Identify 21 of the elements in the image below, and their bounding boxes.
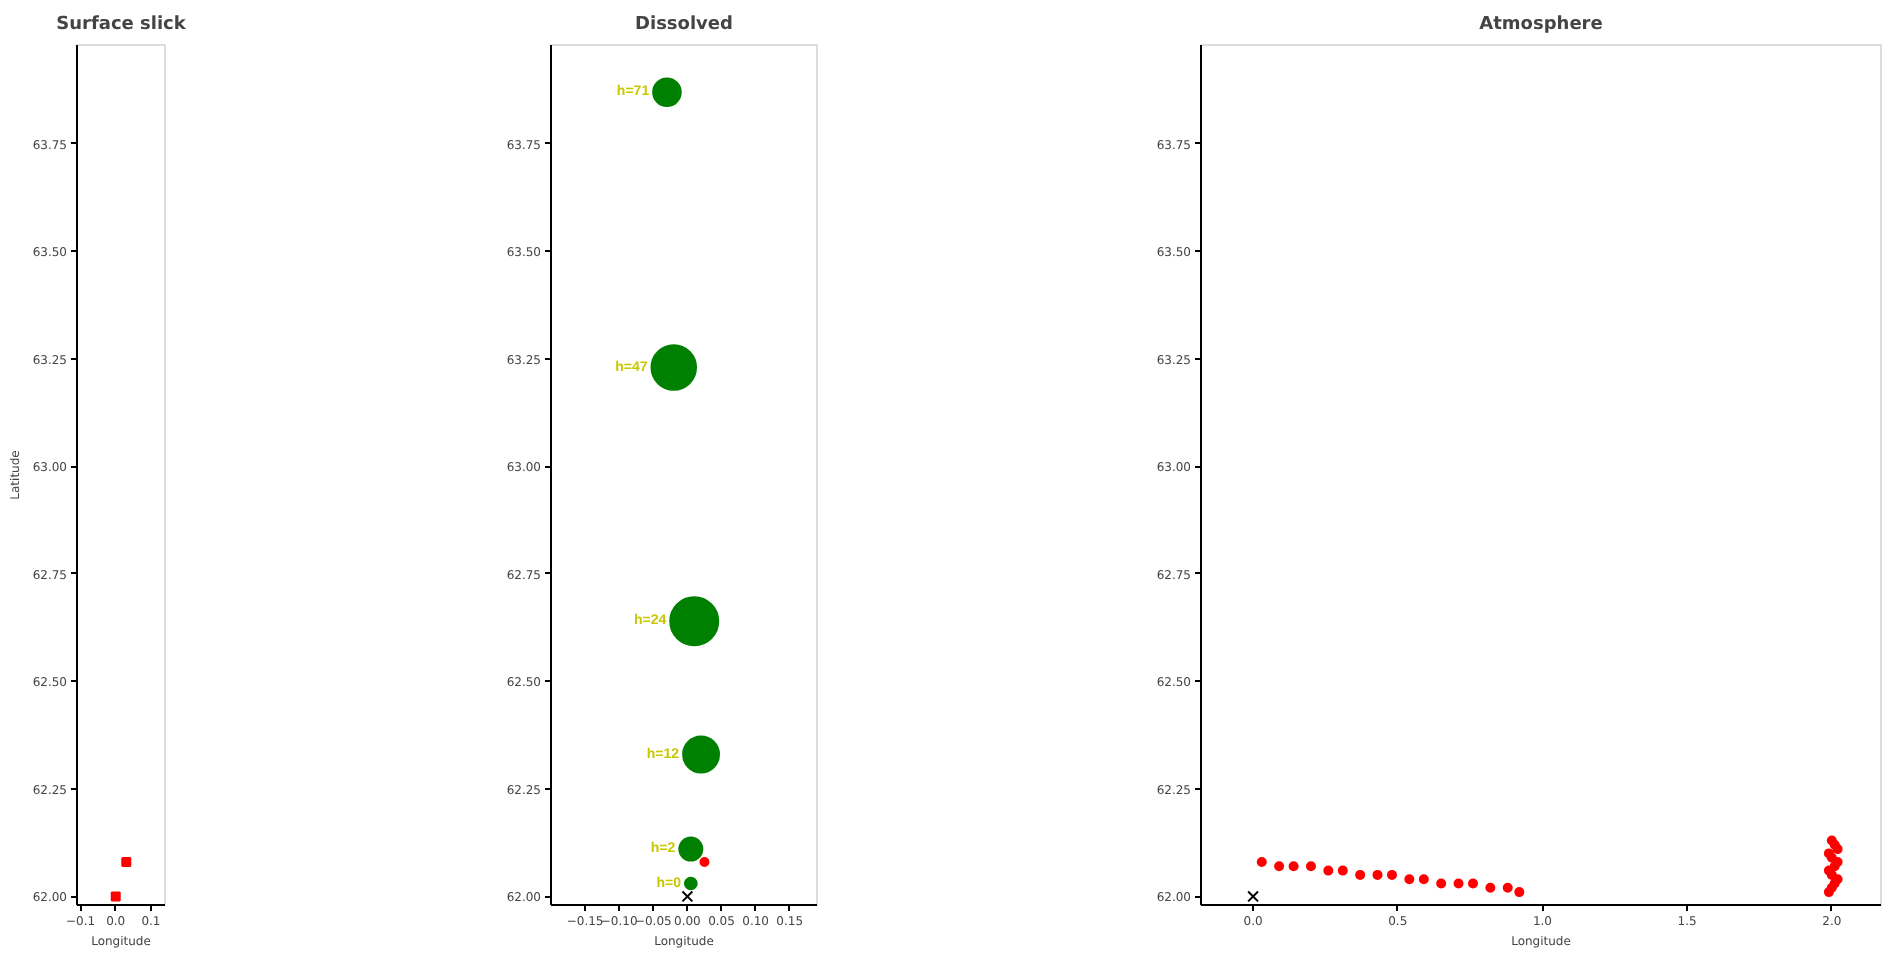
point — [1288, 861, 1299, 872]
point — [1323, 865, 1334, 876]
chart-title: Atmosphere — [1479, 15, 1603, 35]
chart-title: Dissolved — [635, 15, 733, 35]
point — [1418, 874, 1429, 885]
point — [1256, 857, 1267, 867]
point — [1485, 882, 1496, 893]
point — [1372, 869, 1383, 880]
point — [1502, 882, 1513, 893]
point — [1468, 878, 1478, 889]
point — [1436, 878, 1447, 889]
chart-title: Surface slick — [56, 15, 188, 35]
point — [1514, 887, 1525, 898]
point — [1274, 861, 1285, 872]
point — [1386, 869, 1397, 880]
point — [1453, 878, 1464, 889]
point — [1404, 874, 1415, 885]
point — [1247, 890, 1260, 903]
point — [1305, 861, 1316, 872]
point — [1355, 869, 1366, 880]
point — [1337, 865, 1348, 876]
